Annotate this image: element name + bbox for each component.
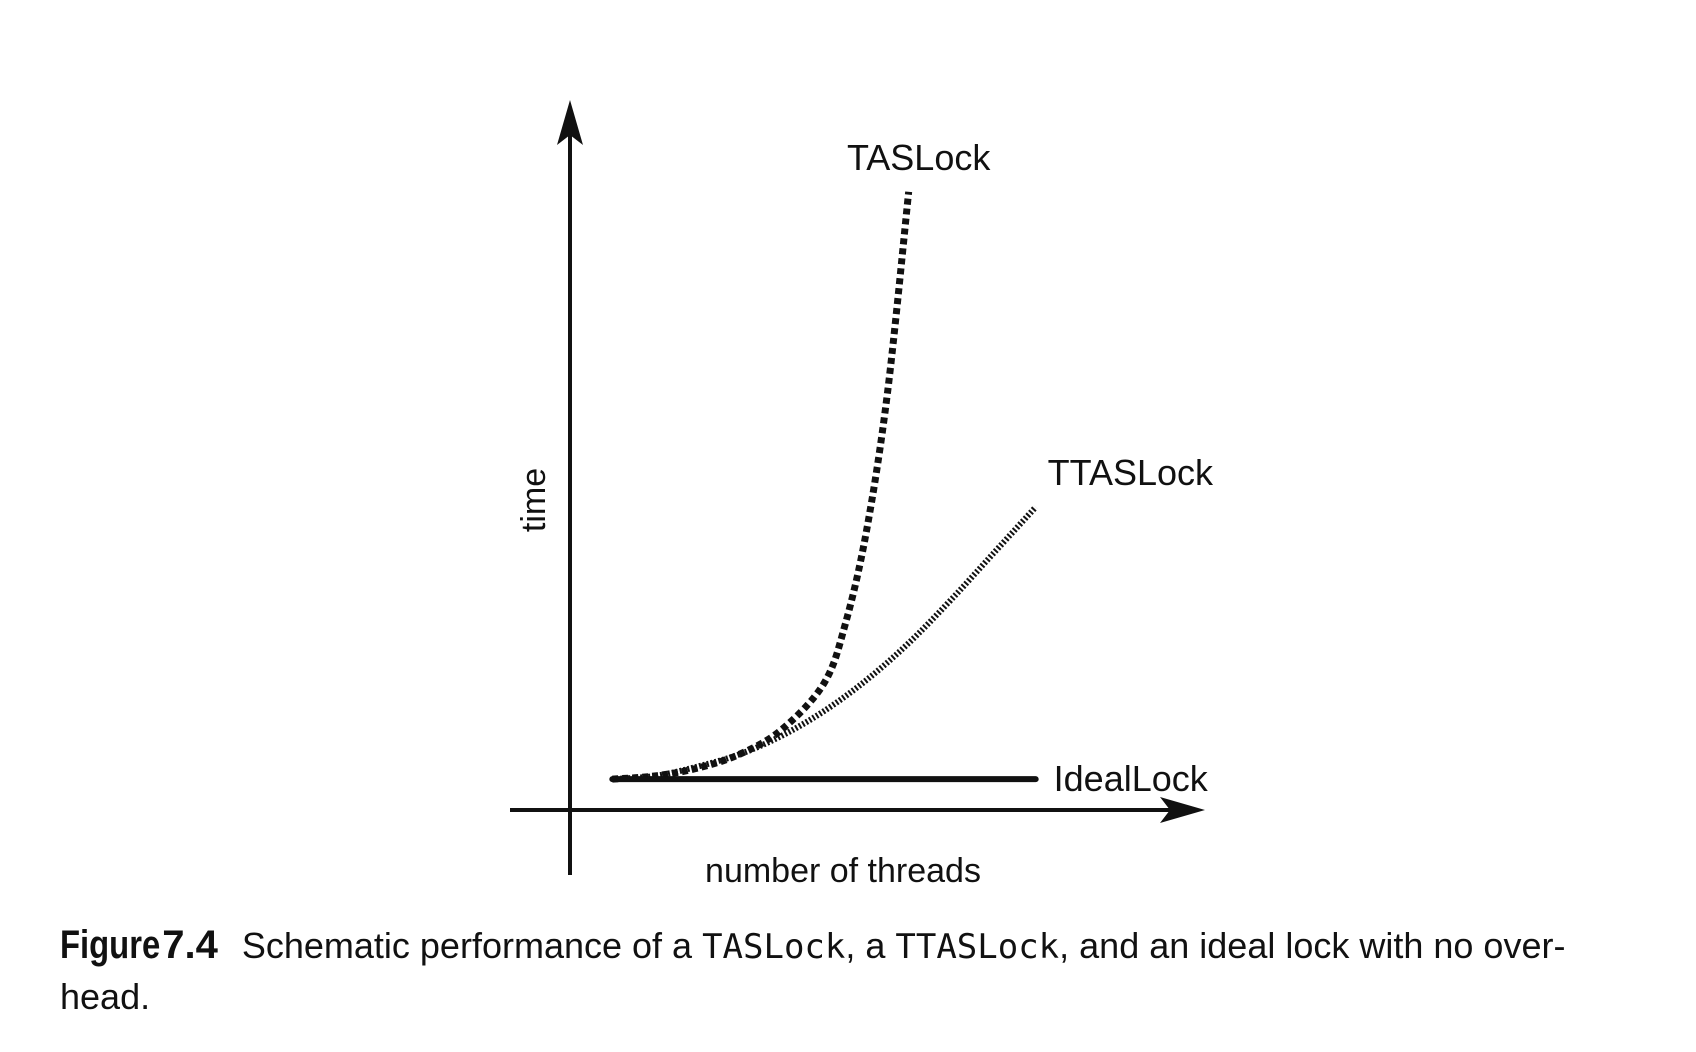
caption-figure-number: 7.4 [162, 923, 218, 967]
caption-figure-label: Figure [60, 923, 161, 967]
y-axis-arrow [557, 100, 583, 145]
axes [510, 100, 1205, 875]
caption-code-taslock: TASLock [702, 927, 846, 967]
series-line-taslock [612, 191, 913, 783]
series-label-taslock: TASLock [847, 137, 991, 178]
caption-text-after: , and an ideal lock with no over-head. [60, 925, 1566, 1017]
label-layer: TASLock TTASLock IdealLock [847, 137, 1214, 799]
x-axis-arrow [1160, 797, 1205, 823]
series-layer [609, 191, 1039, 783]
caption-text-before: Schematic performance of a [241, 925, 703, 966]
caption-code-ttaslock: TTASLock [895, 927, 1060, 967]
series-label-ideallock: IdealLock [1054, 758, 1209, 799]
x-axis-label: number of threads [705, 852, 981, 890]
series-line-ttaslock [612, 505, 1038, 783]
figure-caption: Figure7.4 Schematic performance of a TASL… [60, 920, 1650, 1022]
series-label-ttaslock: TTASLock [1048, 452, 1214, 493]
y-axis-label: time [515, 468, 553, 532]
caption-text-middle: , a [845, 925, 896, 966]
